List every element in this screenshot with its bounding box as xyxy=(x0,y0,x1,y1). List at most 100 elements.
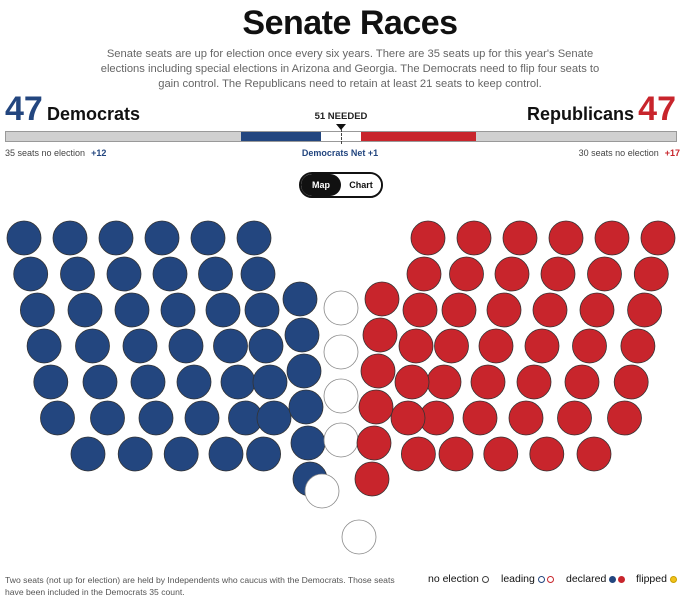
republican-seat[interactable] xyxy=(587,256,622,292)
democrat-seat[interactable] xyxy=(6,220,42,256)
democrat-seat[interactable] xyxy=(208,436,244,472)
republican-seat[interactable] xyxy=(557,400,592,436)
democrat-seat[interactable] xyxy=(176,364,212,400)
democrat-seat[interactable] xyxy=(98,220,134,256)
republican-seat[interactable] xyxy=(564,364,600,400)
republican-seat[interactable] xyxy=(449,256,484,292)
democrat-seat[interactable] xyxy=(290,425,326,461)
democrat-seat[interactable] xyxy=(256,400,292,436)
republican-seat[interactable] xyxy=(462,400,498,436)
republican-seat[interactable] xyxy=(434,328,469,364)
map-toggle-button[interactable]: Map xyxy=(301,174,341,196)
view-toggle[interactable]: Map Chart xyxy=(299,172,383,198)
republican-seat[interactable] xyxy=(441,292,477,328)
democrat-seat[interactable] xyxy=(236,220,272,256)
republican-seat[interactable] xyxy=(398,328,434,364)
republican-seat[interactable] xyxy=(438,436,474,472)
republican-seat[interactable] xyxy=(410,220,446,256)
republican-seat[interactable] xyxy=(502,220,538,256)
democrat-seat[interactable] xyxy=(168,328,204,364)
democrat-seat[interactable] xyxy=(75,328,110,364)
democrat-seat[interactable] xyxy=(67,292,103,328)
republican-seat[interactable] xyxy=(360,353,396,389)
republican-seat[interactable] xyxy=(579,292,615,328)
republican-seat[interactable] xyxy=(576,436,612,472)
democrat-seat[interactable] xyxy=(282,281,318,317)
democrat-seat[interactable] xyxy=(244,292,280,328)
republican-seat[interactable] xyxy=(356,425,392,461)
republican-seat[interactable] xyxy=(548,220,584,256)
republican-seat[interactable] xyxy=(390,400,426,436)
undecided-seat[interactable] xyxy=(341,519,377,555)
republican-seat[interactable] xyxy=(572,328,607,364)
republican-seat[interactable] xyxy=(524,328,560,364)
democrat-seat[interactable] xyxy=(248,328,284,364)
republican-seat[interactable] xyxy=(607,400,642,436)
undecided-seat[interactable] xyxy=(323,334,359,370)
undecided-seat[interactable] xyxy=(323,378,359,414)
republican-seat[interactable] xyxy=(354,461,390,497)
democrat-seat[interactable] xyxy=(144,220,180,256)
democrat-seat[interactable] xyxy=(198,256,233,292)
republican-seat[interactable] xyxy=(402,292,438,328)
republican-seat[interactable] xyxy=(456,220,492,256)
undecided-seat[interactable] xyxy=(323,290,359,326)
republican-seat[interactable] xyxy=(426,364,462,400)
democrat-seat[interactable] xyxy=(130,364,166,400)
democrat-seat[interactable] xyxy=(252,364,288,400)
democrat-seat[interactable] xyxy=(33,364,69,400)
democrat-seat[interactable] xyxy=(184,400,220,436)
undecided-seat[interactable] xyxy=(323,422,359,458)
republican-seat[interactable] xyxy=(540,256,576,292)
democrat-seat[interactable] xyxy=(138,400,174,436)
democrat-seat[interactable] xyxy=(220,364,256,400)
democrat-seat[interactable] xyxy=(40,400,75,436)
republican-seat[interactable] xyxy=(406,256,442,292)
chart-toggle-button[interactable]: Chart xyxy=(341,174,381,196)
republican-seat[interactable] xyxy=(494,256,530,292)
republican-seat[interactable] xyxy=(620,328,656,364)
democrat-seat[interactable] xyxy=(286,353,322,389)
democrat-seat[interactable] xyxy=(122,328,158,364)
republican-seat[interactable] xyxy=(633,256,669,292)
democrat-seat[interactable] xyxy=(213,328,248,364)
democrat-seat[interactable] xyxy=(284,317,320,353)
republican-seat[interactable] xyxy=(627,292,662,328)
republican-seat[interactable] xyxy=(364,281,400,317)
undecided-seat[interactable] xyxy=(304,473,340,509)
republican-seat[interactable] xyxy=(358,389,394,425)
democrat-seat[interactable] xyxy=(20,292,55,328)
democrat-seat[interactable] xyxy=(190,220,226,256)
republican-seat[interactable] xyxy=(516,364,552,400)
republican-seat[interactable] xyxy=(362,317,398,353)
republican-seat[interactable] xyxy=(478,328,514,364)
republican-seat[interactable] xyxy=(508,400,544,436)
republican-seat[interactable] xyxy=(394,364,430,400)
democrat-seat[interactable] xyxy=(205,292,241,328)
democrat-seat[interactable] xyxy=(26,328,62,364)
democrat-seat[interactable] xyxy=(70,436,106,472)
democrat-seat[interactable] xyxy=(90,400,125,436)
democrat-seat[interactable] xyxy=(117,436,153,472)
republican-seat[interactable] xyxy=(594,220,630,256)
democrat-seat[interactable] xyxy=(160,292,196,328)
democrat-seat[interactable] xyxy=(288,389,324,425)
republican-seat[interactable] xyxy=(483,436,519,472)
democrat-seat[interactable] xyxy=(60,256,95,292)
republican-seat[interactable] xyxy=(400,436,436,472)
democrat-seat[interactable] xyxy=(163,436,199,472)
republican-seat[interactable] xyxy=(486,292,522,328)
republican-seat[interactable] xyxy=(532,292,568,328)
democrat-seat[interactable] xyxy=(82,364,118,400)
democrat-seat[interactable] xyxy=(114,292,150,328)
democrat-seat[interactable] xyxy=(152,256,188,292)
democrat-seat[interactable] xyxy=(13,256,49,292)
democrat-seat[interactable] xyxy=(52,220,88,256)
democrat-seat[interactable] xyxy=(106,256,142,292)
republican-seat[interactable] xyxy=(470,364,506,400)
democrat-seat[interactable] xyxy=(246,436,282,472)
republican-seat[interactable] xyxy=(613,364,649,400)
republican-seat[interactable] xyxy=(529,436,565,472)
republican-seat[interactable] xyxy=(640,220,676,256)
democrat-seat[interactable] xyxy=(240,256,276,292)
